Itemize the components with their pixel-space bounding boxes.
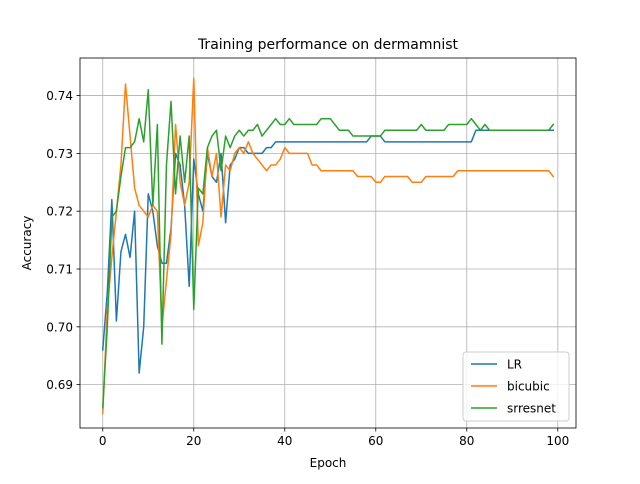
plot-area-frame [79,57,577,429]
x-tick-label: 40 [277,434,292,448]
y-tick-label: 0.73 [46,147,73,161]
series-line-bicubic [101,77,555,415]
legend-label-LR: LR [507,358,522,372]
legend: LR bicubic srresnet [462,351,570,422]
y-tick-label: 0.69 [46,378,73,392]
chart-title: Training performance on dermamnist [197,37,459,53]
series-line-srresnet [101,89,555,409]
axis-ticks: 0 20 40 60 80 100 0.69 0.70 0.71 0.72 0.73 0.74 [46,89,569,448]
legend-box [462,351,570,422]
x-tick-label: 20 [186,434,201,448]
y-tick-label: 0.70 [46,320,73,334]
x-axis-label: Epoch [310,456,347,470]
legend-label-bicubic: bicubic [507,380,550,394]
y-axis-label: Accuracy [20,216,34,271]
y-tick-label: 0.74 [46,89,73,103]
x-tick-label: 100 [546,434,569,448]
x-tick-label: 60 [368,434,383,448]
legend-label-srresnet: srresnet [507,402,556,416]
x-tick-label: 0 [99,434,107,448]
series-lines [101,77,555,415]
y-tick-label: 0.72 [46,205,73,219]
y-tick-label: 0.71 [46,263,73,277]
x-tick-label: 80 [459,434,474,448]
